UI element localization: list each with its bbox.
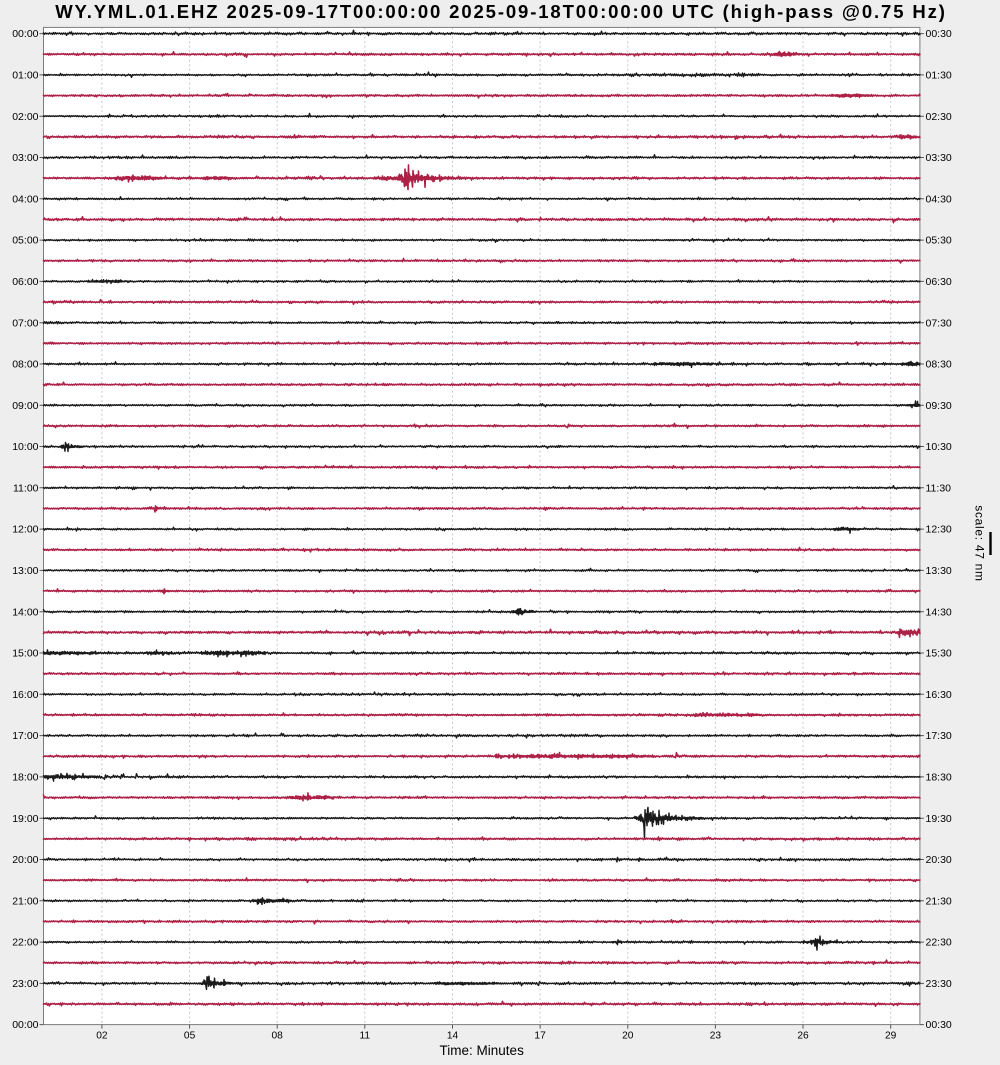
- svg-text:17: 17: [534, 1030, 546, 1041]
- svg-text:11:30: 11:30: [926, 482, 952, 494]
- svg-text:19:30: 19:30: [926, 813, 952, 825]
- svg-text:20: 20: [622, 1030, 634, 1041]
- svg-text:06:00: 06:00: [12, 276, 38, 288]
- svg-text:16:00: 16:00: [12, 689, 38, 701]
- svg-text:29: 29: [885, 1030, 897, 1041]
- svg-text:00:00: 00:00: [12, 28, 38, 40]
- svg-text:04:00: 04:00: [12, 193, 38, 205]
- svg-text:13:00: 13:00: [12, 565, 38, 577]
- svg-text:02:00: 02:00: [12, 111, 38, 123]
- svg-text:00:30: 00:30: [926, 28, 952, 40]
- svg-text:03:30: 03:30: [926, 152, 952, 164]
- svg-text:05:00: 05:00: [12, 235, 38, 247]
- svg-text:00:00: 00:00: [12, 1019, 38, 1031]
- svg-text:13:30: 13:30: [926, 565, 952, 577]
- svg-text:17:00: 17:00: [12, 730, 38, 742]
- svg-text:26: 26: [797, 1030, 809, 1041]
- svg-text:03:00: 03:00: [12, 152, 38, 164]
- svg-text:00:30: 00:30: [926, 1019, 952, 1031]
- svg-text:20:00: 20:00: [12, 854, 38, 866]
- svg-text:08: 08: [272, 1030, 284, 1041]
- svg-text:10:00: 10:00: [12, 441, 38, 453]
- svg-text:scale: 47 nm: scale: 47 nm: [973, 505, 987, 581]
- svg-text:14:00: 14:00: [12, 606, 38, 618]
- svg-text:19:00: 19:00: [12, 813, 38, 825]
- svg-text:Time: Minutes: Time: Minutes: [440, 1043, 525, 1058]
- svg-text:18:00: 18:00: [12, 772, 38, 784]
- svg-text:05:30: 05:30: [926, 235, 952, 247]
- svg-text:12:30: 12:30: [926, 524, 952, 536]
- svg-text:23:30: 23:30: [926, 978, 952, 990]
- svg-text:23:00: 23:00: [12, 978, 38, 990]
- svg-text:WY.YML.01.EHZ 2025-09-17T00:00: WY.YML.01.EHZ 2025-09-17T00:00:00 2025-0…: [55, 1, 947, 22]
- svg-text:11: 11: [360, 1030, 371, 1041]
- svg-text:14: 14: [447, 1030, 459, 1041]
- svg-text:15:30: 15:30: [926, 648, 952, 660]
- svg-text:23: 23: [710, 1030, 722, 1041]
- svg-text:16:30: 16:30: [926, 689, 952, 701]
- svg-text:21:30: 21:30: [926, 895, 952, 907]
- svg-text:08:00: 08:00: [12, 359, 38, 371]
- svg-text:01:00: 01:00: [12, 70, 38, 82]
- svg-text:07:30: 07:30: [926, 317, 952, 329]
- svg-text:06:30: 06:30: [926, 276, 952, 288]
- svg-text:14:30: 14:30: [926, 606, 952, 618]
- svg-text:21:00: 21:00: [12, 895, 38, 907]
- svg-text:04:30: 04:30: [926, 193, 952, 205]
- svg-text:08:30: 08:30: [926, 359, 952, 371]
- svg-text:10:30: 10:30: [926, 441, 952, 453]
- svg-text:09:00: 09:00: [12, 400, 38, 412]
- svg-text:05: 05: [184, 1030, 196, 1041]
- svg-text:09:30: 09:30: [926, 400, 952, 412]
- svg-text:17:30: 17:30: [926, 730, 952, 742]
- svg-text:22:30: 22:30: [926, 937, 952, 949]
- svg-text:11:00: 11:00: [13, 482, 39, 494]
- svg-text:07:00: 07:00: [12, 317, 38, 329]
- svg-text:18:30: 18:30: [926, 772, 952, 784]
- svg-text:01:30: 01:30: [926, 70, 952, 82]
- svg-text:22:00: 22:00: [12, 937, 38, 949]
- svg-text:15:00: 15:00: [12, 648, 38, 660]
- svg-text:02:30: 02:30: [926, 111, 952, 123]
- svg-text:02: 02: [96, 1030, 108, 1041]
- svg-text:12:00: 12:00: [12, 524, 38, 536]
- svg-text:20:30: 20:30: [926, 854, 952, 866]
